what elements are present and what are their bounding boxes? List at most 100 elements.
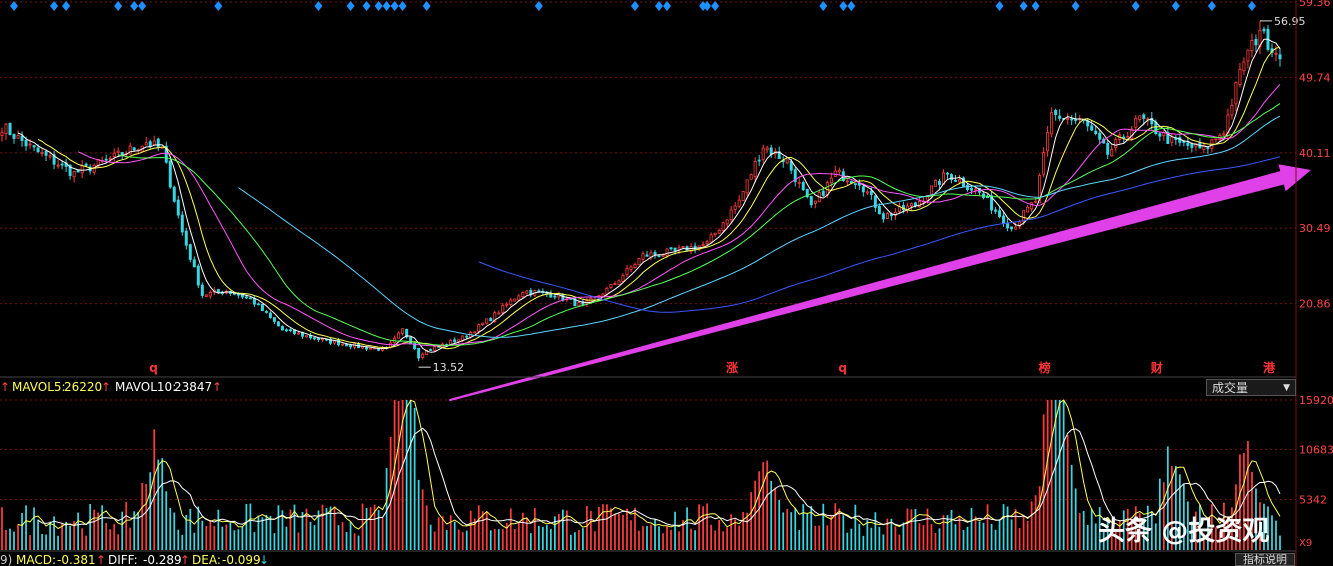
candle-body bbox=[1010, 226, 1014, 230]
candle-body bbox=[493, 312, 497, 322]
signal-diamond-icon[interactable] bbox=[214, 1, 223, 11]
volume-legend: ↑ MAVOL5: 26220 ↑ MAVOL10: 23847 ↑ bbox=[0, 380, 222, 394]
candle-body bbox=[813, 200, 817, 204]
candle-body bbox=[12, 133, 16, 139]
candle-body bbox=[264, 311, 268, 313]
candle-body bbox=[829, 177, 833, 184]
signal-diamond-icon[interactable] bbox=[1031, 1, 1040, 11]
candle-body bbox=[873, 195, 877, 208]
candle-body bbox=[44, 150, 48, 156]
candle-body bbox=[485, 318, 489, 324]
signal-diamond-icon[interactable] bbox=[630, 1, 639, 11]
ma30-line bbox=[118, 103, 1281, 346]
signal-diamond-icon[interactable] bbox=[711, 1, 720, 11]
event-marker[interactable]: 财 bbox=[1150, 360, 1163, 375]
candle-body bbox=[156, 138, 160, 148]
candle-body bbox=[797, 181, 801, 184]
event-marker[interactable]: q bbox=[149, 361, 158, 375]
candle-body bbox=[561, 294, 565, 301]
signal-diamond-icon[interactable] bbox=[382, 1, 391, 11]
candle-body bbox=[128, 145, 132, 155]
indicator-help-button[interactable]: 指标说明 bbox=[1235, 553, 1295, 566]
signal-diamond-icon[interactable] bbox=[1207, 1, 1216, 11]
candle-body bbox=[248, 297, 252, 300]
candle-body bbox=[765, 147, 769, 151]
signal-diamond-icon[interactable] bbox=[398, 1, 407, 11]
candle-body bbox=[553, 295, 557, 298]
mavol5-value: 26220 bbox=[64, 380, 102, 394]
signal-diamond-icon[interactable] bbox=[62, 1, 71, 11]
volume-indicator-select[interactable]: 成交量 ▼ bbox=[1206, 379, 1296, 396]
trend-arrow bbox=[449, 164, 1311, 401]
candle-body bbox=[417, 347, 421, 359]
signal-diamond-icon[interactable] bbox=[1019, 1, 1028, 11]
candle-body bbox=[641, 253, 645, 260]
signal-diamond-icon[interactable] bbox=[1071, 1, 1080, 11]
candle-body bbox=[1170, 136, 1174, 143]
signal-diamond-icon[interactable] bbox=[534, 1, 543, 11]
signal-diamond-icon[interactable] bbox=[10, 1, 19, 11]
candle-body bbox=[849, 180, 853, 184]
candle-body bbox=[729, 209, 733, 220]
signal-diamond-icon[interactable] bbox=[703, 1, 712, 11]
signal-diamond-icon[interactable] bbox=[50, 1, 59, 11]
chevron-down-icon: ▼ bbox=[1283, 382, 1290, 393]
candle-body bbox=[84, 163, 88, 166]
signal-diamond-icon[interactable] bbox=[819, 1, 828, 11]
candle-body bbox=[92, 164, 96, 173]
candle-body bbox=[505, 303, 509, 306]
candle-body bbox=[316, 338, 320, 341]
candle-body bbox=[801, 182, 805, 191]
signal-diamond-icon[interactable] bbox=[1171, 1, 1180, 11]
signal-diamond-icon[interactable] bbox=[995, 1, 1004, 11]
candle-body bbox=[0, 131, 4, 136]
signal-diamond-icon[interactable] bbox=[346, 1, 355, 11]
candle-body bbox=[481, 322, 485, 325]
signal-diamond-icon[interactable] bbox=[390, 1, 399, 11]
signal-diamond-icon[interactable] bbox=[1131, 1, 1140, 11]
high-label: 56.95 bbox=[1274, 15, 1306, 28]
signal-diamond-icon[interactable] bbox=[138, 1, 147, 11]
signal-diamond-icon[interactable] bbox=[422, 1, 431, 11]
candle-body bbox=[333, 340, 337, 344]
candle-body bbox=[1142, 114, 1146, 119]
candle-body bbox=[1166, 131, 1170, 144]
event-marker[interactable]: q bbox=[838, 361, 847, 375]
signal-diamond-icon[interactable] bbox=[663, 1, 672, 11]
candle-body bbox=[72, 170, 76, 178]
candle-body bbox=[20, 135, 24, 141]
candle-body bbox=[40, 152, 44, 154]
signal-diamond-icon[interactable] bbox=[839, 1, 848, 11]
signal-diamond-icon[interactable] bbox=[314, 1, 323, 11]
signal-diamond-icon[interactable] bbox=[374, 1, 383, 11]
candle-body bbox=[701, 243, 705, 246]
signal-diamonds[interactable] bbox=[10, 1, 1256, 11]
candle-body bbox=[244, 296, 248, 299]
candle-body bbox=[1106, 142, 1110, 155]
candle-body bbox=[517, 295, 521, 301]
candle-body bbox=[1186, 142, 1190, 146]
event-marker[interactable]: 涨 bbox=[726, 360, 738, 375]
candle-body bbox=[1070, 118, 1074, 121]
candle-body bbox=[112, 152, 116, 157]
macd-label: MACD: bbox=[16, 553, 56, 566]
signal-diamond-icon[interactable] bbox=[847, 1, 856, 11]
candle-body bbox=[341, 343, 345, 346]
signal-diamond-icon[interactable] bbox=[130, 1, 139, 11]
low-annotation: 13.52 bbox=[418, 361, 464, 374]
event-marker[interactable]: 港 bbox=[1263, 360, 1276, 375]
candle-body bbox=[761, 147, 765, 160]
signal-diamond-icon[interactable] bbox=[362, 1, 371, 11]
candle-body bbox=[1138, 115, 1142, 120]
event-marker[interactable]: 榜 bbox=[1039, 360, 1051, 375]
candle-body bbox=[929, 185, 933, 195]
signal-diamond-icon[interactable] bbox=[114, 1, 123, 11]
signal-diamond-icon[interactable] bbox=[1247, 1, 1256, 11]
candle-body bbox=[865, 191, 869, 194]
signal-diamond-icon[interactable] bbox=[655, 1, 664, 11]
candle-body bbox=[617, 280, 621, 285]
volume-bars[interactable] bbox=[1, 400, 1281, 550]
signal-diamond-icon[interactable] bbox=[699, 1, 708, 11]
